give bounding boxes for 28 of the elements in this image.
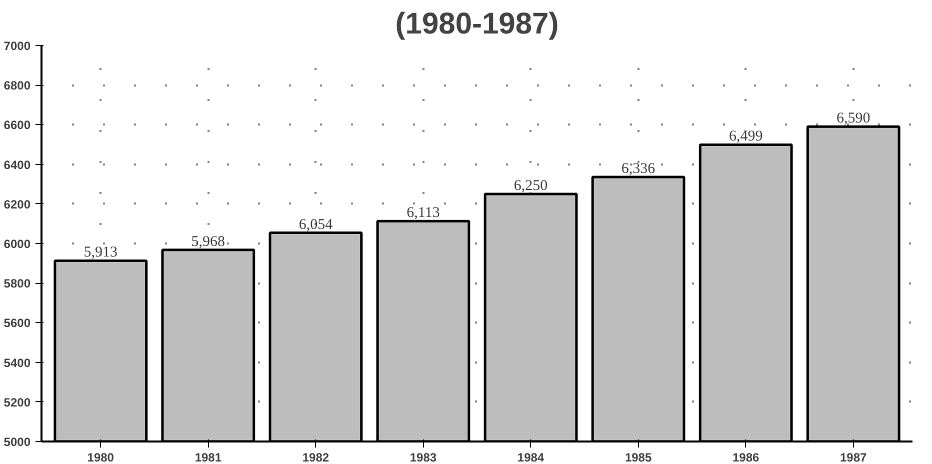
y-tick-label: 6800 (4, 78, 31, 93)
x-tick-label: 1986 (732, 450, 760, 464)
data-label: 5,968 (191, 234, 226, 250)
x-tick-label: 1982 (302, 450, 330, 464)
data-label: 6,590 (836, 110, 870, 127)
y-tick-label: 5200 (4, 395, 31, 410)
data-label: 6,054 (298, 216, 334, 233)
y-tick-label: 5000 (4, 435, 31, 449)
data-label: 6,499 (728, 128, 763, 145)
x-tick-label: 1981 (194, 450, 222, 464)
x-tick-label: 1984 (517, 450, 544, 464)
chart-title: (1980-1987) (395, 8, 559, 40)
data-label: 6,113 (406, 205, 440, 222)
y-tick-label: 7000 (4, 39, 31, 53)
y-tick-label: 6400 (4, 158, 31, 172)
y-tick-label: 6600 (4, 118, 31, 132)
data-label: 5,913 (84, 244, 118, 261)
y-tick-label: 6000 (4, 237, 31, 251)
x-tick-label: 1985 (624, 450, 652, 464)
x-tick-label: 1980 (87, 450, 114, 464)
data-label: 6,250 (514, 178, 548, 194)
x-tick-label: 1983 (410, 450, 437, 464)
data-label: 6,336 (621, 160, 656, 177)
x-tick-label: 1987 (840, 450, 868, 464)
y-tick-label: 5800 (4, 276, 31, 291)
y-tick-label: 5400 (4, 356, 31, 370)
y-tick-label: 5600 (4, 316, 31, 330)
y-tick-label: 6200 (4, 197, 31, 212)
